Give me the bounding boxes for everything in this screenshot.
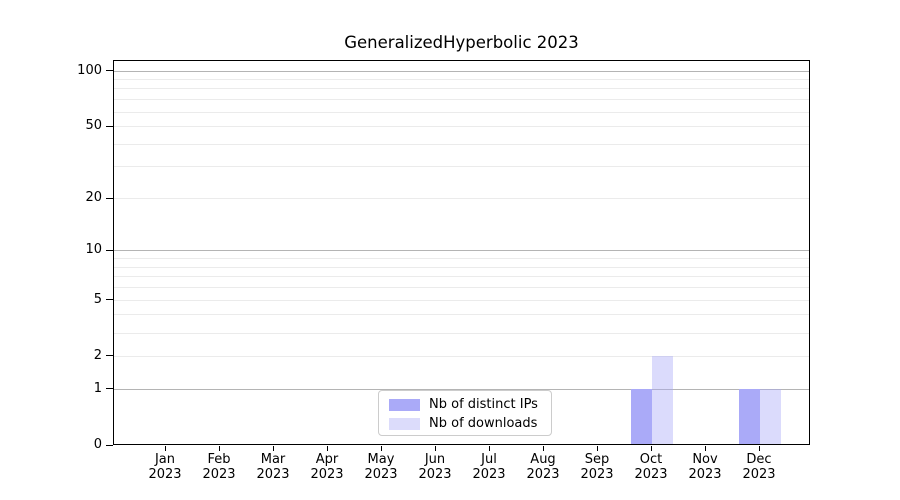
- y-tick-label: 2: [93, 347, 102, 363]
- x-tick-month: May: [367, 452, 395, 467]
- plot-area: [113, 60, 810, 445]
- x-tick-mark: [704, 446, 706, 451]
- distinct-ips-bar: [631, 388, 652, 444]
- x-tick-month: Jan: [154, 452, 176, 467]
- x-tick-month: Dec: [746, 452, 772, 467]
- legend-swatch: [389, 399, 420, 411]
- x-tick-year: 2023: [256, 467, 290, 482]
- x-tick-mark: [488, 446, 490, 451]
- y-tick-mark: [106, 388, 113, 390]
- minor-gridline: [114, 79, 809, 81]
- minor-gridline: [114, 332, 809, 334]
- x-tick-month: Aug: [530, 452, 556, 467]
- x-tick-mark: [164, 446, 166, 451]
- major-gridline: [114, 70, 809, 72]
- distinct-ips-bar: [739, 388, 760, 444]
- x-tick-label: Dec 2023: [732, 452, 786, 482]
- x-tick-mark: [650, 446, 652, 451]
- x-tick-month: Nov: [692, 452, 718, 467]
- x-tick-label: Apr 2023: [300, 452, 354, 482]
- y-tick-label: 5: [93, 291, 102, 307]
- x-tick-label: Sep 2023: [570, 452, 624, 482]
- x-tick-year: 2023: [742, 467, 776, 482]
- y-tick-mark: [106, 125, 113, 127]
- minor-gridline: [114, 314, 809, 316]
- legend-label: Nb of downloads: [429, 416, 538, 431]
- x-tick-year: 2023: [526, 467, 560, 482]
- x-tick-mark: [596, 446, 598, 451]
- minor-gridline: [114, 99, 809, 101]
- x-tick-year: 2023: [310, 467, 344, 482]
- x-tick-year: 2023: [580, 467, 614, 482]
- y-tick-label: 20: [85, 190, 102, 205]
- downloads-bar: [760, 388, 781, 444]
- x-tick-month: Oct: [639, 452, 663, 467]
- x-tick-mark: [434, 446, 436, 451]
- x-tick-label: Nov 2023: [678, 452, 732, 482]
- minor-gridline: [114, 111, 809, 113]
- y-tick-label: 0: [93, 437, 102, 452]
- minor-gridline: [114, 299, 809, 301]
- x-tick-label: Aug 2023: [516, 452, 570, 482]
- y-tick-mark: [106, 249, 113, 251]
- minor-gridline: [114, 355, 809, 357]
- x-tick-month: Sep: [584, 452, 610, 467]
- minor-gridline: [114, 88, 809, 90]
- x-tick-mark: [272, 446, 274, 451]
- major-gridline: [114, 388, 809, 390]
- x-tick-label: May 2023: [354, 452, 408, 482]
- y-tick-mark: [106, 444, 113, 446]
- y-tick-mark: [106, 355, 113, 357]
- x-tick-mark: [380, 446, 382, 451]
- legend-label: Nb of distinct IPs: [429, 397, 538, 412]
- x-tick-year: 2023: [202, 467, 236, 482]
- legend: Nb of distinct IPs Nb of downloads: [378, 390, 552, 436]
- x-tick-year: 2023: [688, 467, 722, 482]
- x-tick-year: 2023: [148, 467, 182, 482]
- x-tick-label: Oct 2023: [624, 452, 678, 482]
- x-tick-month: Jun: [424, 452, 446, 467]
- minor-gridline: [114, 287, 809, 289]
- minor-gridline: [114, 126, 809, 128]
- minor-gridline: [114, 258, 809, 260]
- x-tick-mark: [758, 446, 760, 451]
- minor-gridline: [114, 266, 809, 268]
- y-tick-label: 1: [93, 380, 102, 396]
- chart-title: GeneralizedHyperbolic 2023: [344, 33, 579, 52]
- downloads-bar: [652, 355, 673, 444]
- y-tick-mark: [106, 299, 113, 301]
- x-tick-label: Feb 2023: [192, 452, 246, 482]
- x-tick-month: Mar: [260, 452, 286, 467]
- y-tick-mark: [106, 70, 113, 72]
- x-tick-label: Mar 2023: [246, 452, 300, 482]
- x-tick-mark: [542, 446, 544, 451]
- major-gridline: [114, 250, 809, 252]
- x-tick-label: Jun 2023: [408, 452, 462, 482]
- y-tick-mark: [106, 197, 113, 199]
- minor-gridline: [114, 166, 809, 168]
- minor-gridline: [114, 143, 809, 145]
- x-tick-label: Jan 2023: [138, 452, 192, 482]
- y-tick-label: 10: [85, 242, 102, 258]
- legend-entry: Nb of distinct IPs: [385, 396, 545, 414]
- x-tick-label: Jul 2023: [462, 452, 516, 482]
- minor-gridline: [114, 198, 809, 199]
- x-tick-year: 2023: [472, 467, 506, 482]
- x-tick-mark: [218, 446, 220, 451]
- x-tick-year: 2023: [418, 467, 452, 482]
- legend-swatch: [389, 418, 420, 430]
- x-tick-month: Feb: [207, 452, 231, 467]
- x-tick-year: 2023: [634, 467, 668, 482]
- minor-gridline: [114, 276, 809, 278]
- y-tick-label: 50: [85, 118, 102, 134]
- x-tick-month: Jul: [481, 452, 497, 467]
- x-tick-mark: [326, 446, 328, 451]
- legend-entry: Nb of downloads: [385, 415, 545, 433]
- x-tick-month: Apr: [315, 452, 339, 467]
- x-tick-year: 2023: [364, 467, 398, 482]
- y-tick-label: 100: [77, 62, 102, 78]
